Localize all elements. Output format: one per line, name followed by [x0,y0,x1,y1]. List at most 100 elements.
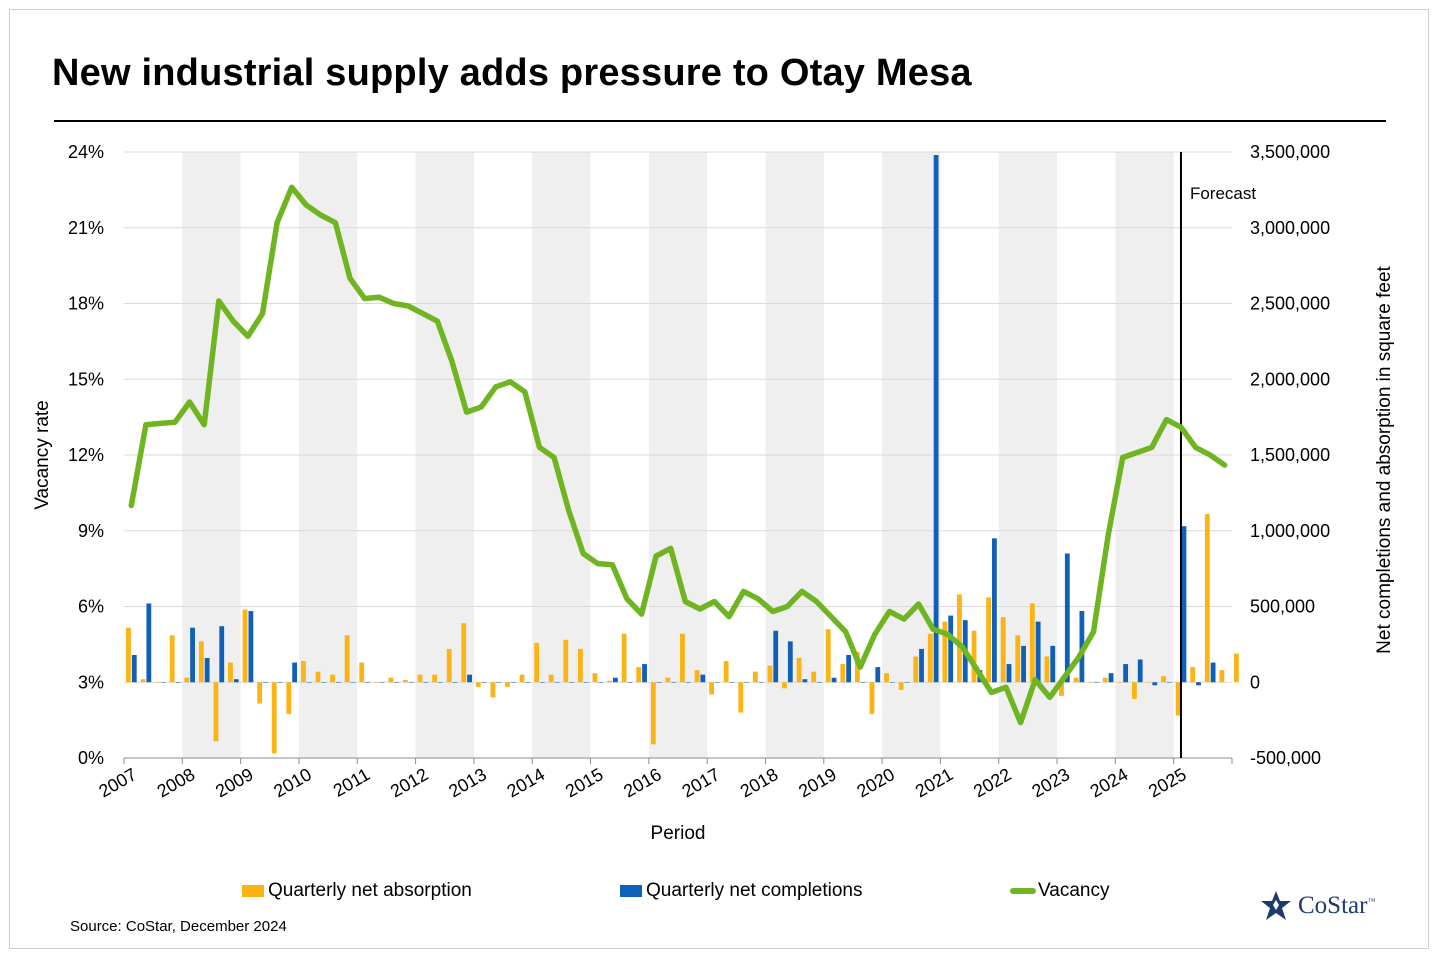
legend-absorption-label: Quarterly net absorption [268,880,472,901]
completions-bar [554,682,560,683]
absorption-bar [519,674,525,683]
right-tick-label: 3,500,000 [1250,142,1330,162]
right-tick-label: 2,000,000 [1250,369,1330,389]
completions-bar [321,682,327,683]
absorption-bar [1044,656,1050,683]
year-label: 2010 [270,764,315,801]
absorption-bar [927,633,933,683]
absorption-bar [563,639,569,683]
completions-bar [1196,682,1201,686]
legend-item-vacancy: Vacancy [1010,880,1109,902]
year-label: 2013 [445,764,490,801]
absorption-bar [1029,603,1035,683]
absorption-bar [782,682,787,689]
completions-bar [1123,664,1129,683]
absorption-bar [286,682,292,715]
right-tick-label: 0 [1250,672,1260,692]
completions-bar [889,682,895,683]
x-axis-title: Period [651,823,706,844]
completions-bar [802,679,808,683]
completions-bar [831,677,837,683]
completions-bar [496,682,502,683]
absorption-bar [767,665,773,683]
completions-bar [758,682,764,683]
completions-bar [715,682,720,683]
right-tick-label: 2,500,000 [1250,294,1330,314]
year-label: 2007 [95,764,140,801]
right-axis-title: Net completions and absorption in square… [1374,265,1395,653]
completions-bar [992,538,997,683]
completions-bar [656,682,662,683]
absorption-bar [359,662,365,683]
completions-bar [729,682,735,683]
completions-bar [685,682,691,683]
year-label: 2022 [970,764,1015,801]
legend-item-completions: Quarterly net completions [620,880,863,902]
legend-completions-label: Quarterly net completions [646,880,863,901]
absorption-bar [694,670,700,683]
completions-bar [306,682,312,683]
absorption-bar [461,623,467,683]
completions-bar [1006,664,1012,683]
source-note: Source: CoStar, December 2024 [70,918,287,935]
vacancy-swatch [1010,888,1036,894]
completions-bar [569,682,575,683]
absorption-bar [1000,617,1006,683]
completions-bar [525,682,531,683]
absorption-bar [621,633,627,683]
absorption-bar [986,597,992,683]
absorption-bar [1117,682,1123,683]
absorption-bar [213,682,219,742]
right-tick-label: 3,000,000 [1250,218,1330,238]
absorption-bar [1073,677,1079,683]
left-tick-label: 21% [68,218,104,238]
absorption-bar [884,673,889,683]
absorption-bar [1204,514,1210,683]
completions-bar [204,658,210,683]
absorption-bar [1219,670,1225,683]
absorption-bar [505,682,510,687]
absorption-bar [330,674,335,683]
left-tick-label: 9% [78,521,104,541]
completions-bar [904,682,910,683]
completions-bar [1166,682,1172,683]
completions-bar [860,682,866,683]
absorption-bar [869,682,875,715]
absorption-bar [388,677,394,683]
completions-bar [408,682,414,683]
absorption-bar [1015,635,1021,683]
absorption-bar [811,671,817,683]
absorption-bar [1190,667,1196,683]
completions-bar [627,682,633,683]
absorption-bar [942,621,948,683]
completions-bar [1035,621,1041,683]
completions-bar [161,682,166,683]
completions-bar [612,677,618,683]
completions-bar [1152,682,1158,686]
absorption-bar [126,627,131,683]
left-tick-label: 6% [78,597,104,617]
legend-item-absorption: Quarterly net absorption [242,880,472,902]
forecast-label: Forecast [1190,184,1256,203]
completions-bar [642,664,647,683]
completions-bar [919,648,924,683]
year-label: 2016 [620,764,665,801]
absorption-bar [738,682,744,713]
completions-bar [219,626,225,683]
left-tick-label: 0% [78,748,104,768]
right-tick-label: 1,000,000 [1250,521,1330,541]
absorption-bar [475,682,481,687]
left-tick-label: 3% [78,672,104,692]
completions-bar [175,682,181,683]
year-label: 2021 [912,764,957,801]
completions-bar [583,682,589,683]
right-tick-label: 1,500,000 [1250,445,1330,465]
year-label: 2025 [1145,764,1190,801]
completions-bar [190,627,195,683]
right-tick-label: -500,000 [1250,748,1321,768]
completions-bar [744,682,749,683]
absorption-bar [825,629,831,683]
absorption-bar [155,682,161,683]
chart-title: New industrial supply adds pressure to O… [52,52,972,94]
